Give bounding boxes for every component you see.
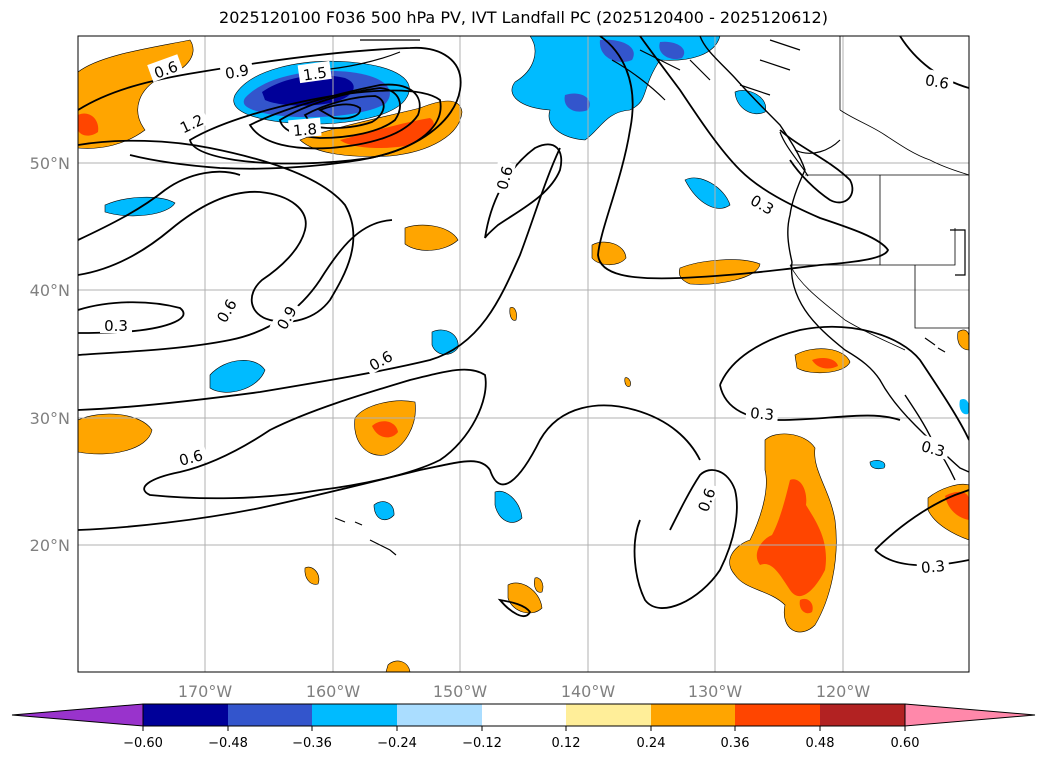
longitude-label: 150°W bbox=[433, 682, 488, 701]
colorbar-tick-label: 0.36 bbox=[721, 736, 750, 751]
gridlines bbox=[78, 36, 969, 672]
negative-anomaly-shading bbox=[104, 36, 969, 523]
contour-labels: 0.6 0.9 1.5 1.2 1.8 0.6 bbox=[100, 54, 955, 577]
svg-text:0.6: 0.6 bbox=[493, 164, 517, 192]
colorbar-segment bbox=[820, 704, 905, 726]
longitude-label: 130°W bbox=[688, 682, 743, 701]
longitude-label: 120°W bbox=[816, 682, 871, 701]
colorbar-segment bbox=[566, 704, 651, 726]
contour-label: 0.6 bbox=[490, 159, 517, 196]
contour-label: 0.3 bbox=[916, 554, 950, 577]
positive-anomaly-shading bbox=[78, 39, 969, 672]
latitude-axis: 50°N 40°N 30°N 20°N bbox=[30, 154, 70, 555]
colorbar-segment bbox=[228, 704, 312, 726]
colorbar-segment bbox=[651, 704, 735, 726]
colorbar-tick-label: −0.60 bbox=[123, 736, 163, 751]
map-frame bbox=[77, 35, 970, 673]
contour-label: 0.3 bbox=[100, 315, 132, 335]
contour-label: 1.8 bbox=[288, 117, 322, 140]
coastlines bbox=[319, 36, 969, 556]
colorbar-tick-label: −0.12 bbox=[462, 736, 502, 751]
svg-text:0.6: 0.6 bbox=[924, 71, 951, 93]
svg-text:0.3: 0.3 bbox=[104, 317, 128, 335]
colorbar-tick-label: −0.48 bbox=[208, 736, 248, 751]
svg-text:0.9: 0.9 bbox=[224, 61, 251, 83]
colorbar-tick-label: 0.48 bbox=[806, 736, 835, 751]
colorbar-segment bbox=[735, 704, 820, 726]
longitude-axis: 170°W 160°W 150°W 140°W 130°W 120°W bbox=[178, 682, 871, 701]
latitude-label: 50°N bbox=[30, 154, 70, 173]
map-content: 0.6 0.9 1.5 1.2 1.8 0.6 bbox=[78, 36, 969, 672]
colorbar-segment bbox=[482, 704, 566, 726]
colorbar-tick-label: 0.60 bbox=[891, 736, 920, 751]
contour-label: 0.3 bbox=[915, 434, 952, 461]
colorbar-extend-max bbox=[904, 703, 1036, 727]
longitude-label: 170°W bbox=[178, 682, 233, 701]
colorbar-segment bbox=[143, 704, 228, 726]
svg-text:0.3: 0.3 bbox=[749, 404, 774, 424]
map-title: 2025120100 F036 500 hPa PV, IVT Landfall… bbox=[219, 8, 828, 27]
pv-contours bbox=[78, 36, 969, 617]
svg-text:1.5: 1.5 bbox=[302, 63, 328, 84]
contour-label: 0.6 bbox=[920, 68, 955, 93]
contour-label: 0.6 bbox=[172, 443, 209, 470]
latitude-label: 30°N bbox=[30, 409, 70, 428]
latitude-label: 40°N bbox=[30, 281, 70, 300]
svg-text:0.3: 0.3 bbox=[919, 437, 947, 461]
longitude-label: 160°W bbox=[306, 682, 361, 701]
colorbar-tick-label: −0.36 bbox=[292, 736, 332, 751]
contour-label: 1.5 bbox=[297, 60, 332, 85]
svg-text:0.3: 0.3 bbox=[920, 557, 945, 577]
colorbar-tick-label: 0.12 bbox=[552, 736, 581, 751]
colorbar-segment bbox=[312, 704, 397, 726]
colorbar-tick-label: 0.24 bbox=[637, 736, 666, 751]
colorbar-segment bbox=[397, 704, 482, 726]
latitude-label: 20°N bbox=[30, 536, 70, 555]
contour-label: 0.9 bbox=[219, 58, 254, 83]
colorbar-tick-label: −0.24 bbox=[377, 736, 417, 751]
svg-text:1.8: 1.8 bbox=[292, 120, 317, 140]
svg-text:0.6: 0.6 bbox=[177, 446, 205, 470]
colorbar-extend-min bbox=[11, 703, 144, 727]
contour-label: 0.3 bbox=[745, 401, 779, 424]
colorbar: −0.60 −0.48 −0.36 −0.24 −0.12 0.12 0.24 … bbox=[11, 703, 1036, 751]
longitude-label: 140°W bbox=[561, 682, 616, 701]
